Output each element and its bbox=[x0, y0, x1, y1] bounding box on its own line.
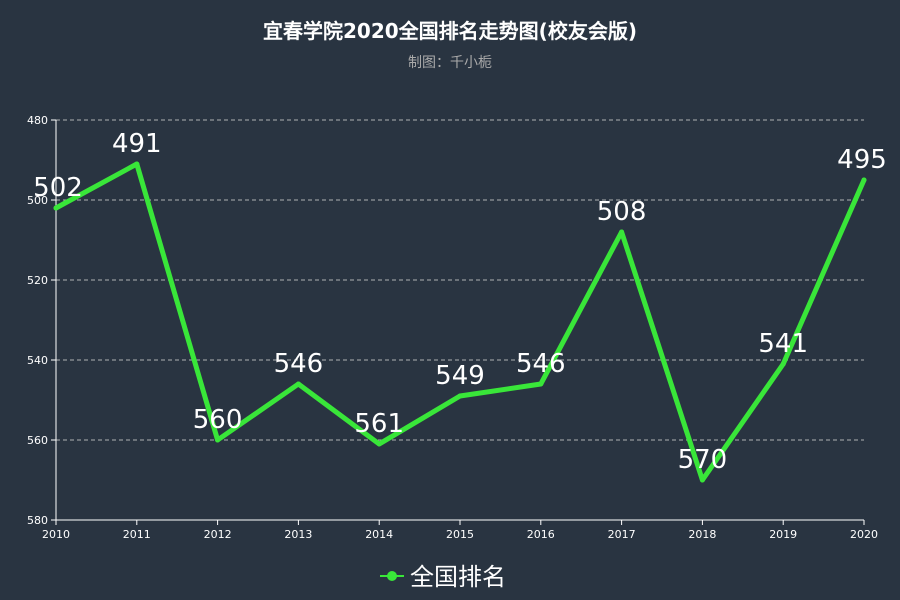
x-tick-label: 2012 bbox=[204, 528, 232, 541]
y-tick-label: 520 bbox=[27, 274, 48, 287]
y-tick-label: 480 bbox=[27, 114, 48, 127]
data-point[interactable] bbox=[699, 477, 705, 483]
data-point[interactable] bbox=[780, 361, 786, 367]
axes bbox=[51, 119, 865, 525]
x-tick-label: 2011 bbox=[123, 528, 151, 541]
series-line bbox=[53, 161, 867, 483]
legend-label[interactable]: 全国排名 bbox=[410, 563, 506, 591]
data-point[interactable] bbox=[861, 177, 867, 183]
data-label: 508 bbox=[597, 197, 647, 227]
x-tick-label: 2016 bbox=[527, 528, 555, 541]
data-point[interactable] bbox=[457, 393, 463, 399]
data-label: 549 bbox=[435, 361, 485, 391]
x-tick-label: 2019 bbox=[769, 528, 797, 541]
y-tick-label: 560 bbox=[27, 434, 48, 447]
x-tick-label: 2015 bbox=[446, 528, 474, 541]
data-point[interactable] bbox=[619, 229, 625, 235]
data-label: 570 bbox=[678, 445, 728, 475]
x-tick-label: 2010 bbox=[42, 528, 70, 541]
y-tick-label: 540 bbox=[27, 354, 48, 367]
data-label: 546 bbox=[516, 349, 566, 379]
data-point[interactable] bbox=[53, 205, 59, 211]
x-tick-label: 2014 bbox=[365, 528, 393, 541]
series-lines bbox=[53, 161, 867, 483]
legend[interactable]: 全国排名 bbox=[380, 563, 506, 591]
chart-subtitle: 制图：千小栀 bbox=[408, 55, 492, 71]
data-label: 560 bbox=[193, 405, 243, 435]
grid-lines bbox=[56, 119, 864, 441]
legend-swatch-dot[interactable] bbox=[387, 571, 397, 581]
data-label: 495 bbox=[837, 145, 887, 175]
x-tick-label: 2018 bbox=[688, 528, 716, 541]
data-point[interactable] bbox=[295, 381, 301, 387]
data-label: 502 bbox=[33, 173, 83, 203]
y-tick-label: 580 bbox=[27, 514, 48, 527]
x-tick-label: 2020 bbox=[850, 528, 878, 541]
y-axis-ticks: 480 500 520 540 560 580 bbox=[27, 114, 48, 527]
data-point[interactable] bbox=[376, 441, 382, 447]
data-point[interactable] bbox=[538, 381, 544, 387]
chart-title: 宜春学院2020全国排名走势图(校友会版) bbox=[263, 19, 637, 43]
data-point[interactable] bbox=[215, 437, 221, 443]
data-label: 491 bbox=[112, 129, 162, 159]
data-point[interactable] bbox=[134, 161, 140, 167]
x-axis-ticks: 2010 2011 2012 2013 2014 2015 2016 2017 2018 2019… bbox=[42, 528, 878, 541]
x-tick-label: 2017 bbox=[608, 528, 636, 541]
data-label: 541 bbox=[758, 329, 808, 359]
data-labels: 502 491 560 546 561 549 546 508 570 541 495 bbox=[33, 129, 887, 475]
x-tick-label: 2013 bbox=[284, 528, 312, 541]
data-label: 546 bbox=[274, 349, 324, 379]
y-tick-label: 500 bbox=[27, 194, 48, 207]
data-label: 561 bbox=[354, 409, 404, 439]
